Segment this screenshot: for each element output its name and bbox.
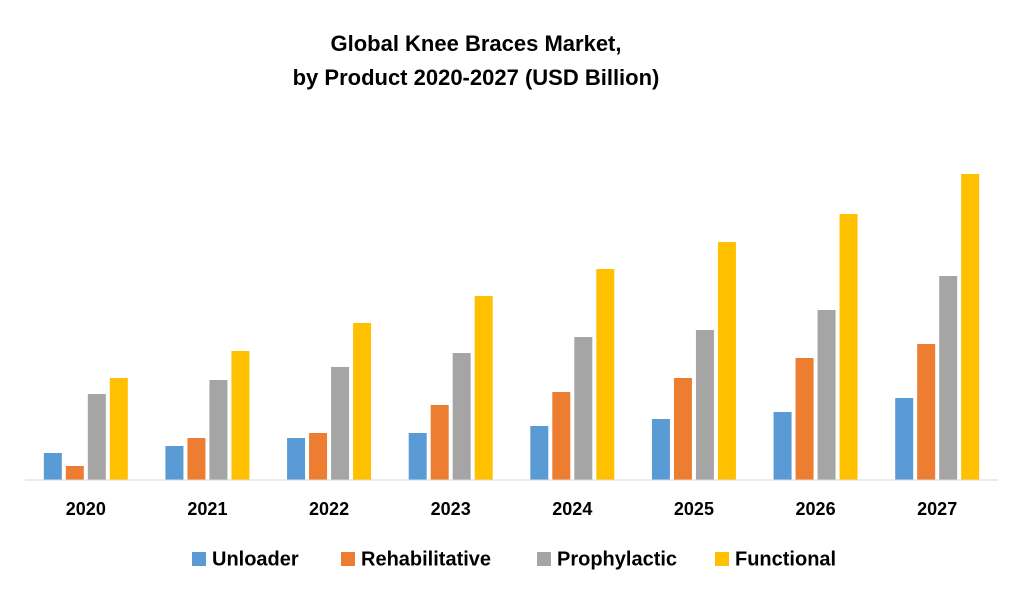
bar bbox=[43, 453, 62, 480]
bar bbox=[695, 330, 714, 480]
bar bbox=[408, 433, 427, 480]
bar bbox=[651, 419, 670, 480]
bar bbox=[817, 310, 836, 480]
bar bbox=[331, 367, 350, 480]
bar bbox=[895, 398, 914, 480]
bar bbox=[87, 394, 106, 480]
x-tick-label: 2025 bbox=[674, 499, 714, 519]
bar bbox=[65, 466, 84, 480]
x-tick-label: 2027 bbox=[917, 499, 957, 519]
bar bbox=[452, 353, 471, 480]
bar bbox=[530, 426, 549, 480]
bar bbox=[353, 323, 372, 480]
bar bbox=[574, 337, 593, 480]
legend-label: Unloader bbox=[212, 548, 299, 570]
x-tick-label: 2026 bbox=[796, 499, 836, 519]
legend-label: Rehabilitative bbox=[361, 548, 491, 570]
x-tick-label: 2024 bbox=[552, 499, 592, 519]
bar bbox=[552, 392, 571, 480]
x-tick-label: 2021 bbox=[187, 499, 227, 519]
bar bbox=[287, 438, 306, 480]
bar bbox=[939, 276, 958, 480]
x-tick-label: 2023 bbox=[431, 499, 471, 519]
x-tick-label: 2022 bbox=[309, 499, 349, 519]
bar bbox=[209, 380, 228, 480]
legend-swatch bbox=[192, 552, 206, 566]
bar bbox=[673, 378, 692, 480]
bar bbox=[961, 174, 980, 480]
legend-swatch bbox=[537, 552, 551, 566]
bar bbox=[109, 378, 128, 480]
bar bbox=[717, 242, 736, 480]
legend-label: Functional bbox=[735, 548, 836, 570]
bar bbox=[917, 344, 936, 480]
bar bbox=[231, 351, 250, 480]
bar bbox=[474, 296, 493, 480]
legend-swatch bbox=[715, 552, 729, 566]
bar bbox=[309, 433, 328, 480]
chart-title: Global Knee Braces Market, bbox=[330, 31, 621, 56]
legend-label: Prophylactic bbox=[557, 548, 677, 570]
bar bbox=[187, 438, 206, 480]
bar bbox=[596, 269, 615, 480]
bar bbox=[773, 412, 792, 480]
bar bbox=[795, 358, 814, 480]
bar bbox=[430, 405, 449, 480]
chart-subtitle: by Product 2020-2027 (USD Billion) bbox=[293, 65, 660, 90]
legend-swatch bbox=[341, 552, 355, 566]
x-tick-label: 2020 bbox=[66, 499, 106, 519]
bar bbox=[839, 214, 858, 480]
bar bbox=[165, 446, 184, 480]
